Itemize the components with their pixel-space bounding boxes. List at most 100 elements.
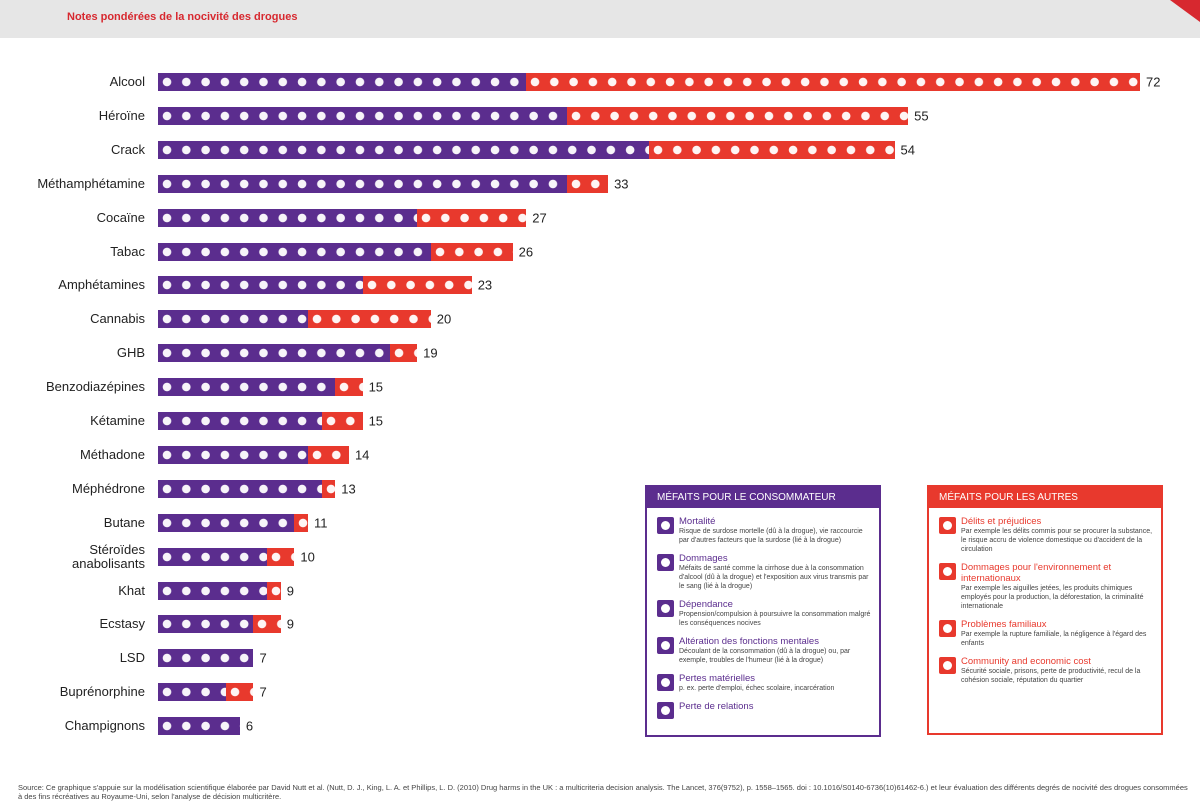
row-label: Alcool xyxy=(109,74,145,89)
row-label: Méthamphétamine xyxy=(37,175,145,191)
bar-segment xyxy=(267,547,295,566)
legend-item: Dommages pour l'environnement et interna… xyxy=(929,562,1153,611)
total-label: 55 xyxy=(914,108,929,124)
legend-item-name: Perte de relations xyxy=(679,701,754,712)
bar-segment xyxy=(226,683,254,702)
total-label: 72 xyxy=(1146,74,1161,90)
legend-icon xyxy=(939,563,956,580)
bar-segment xyxy=(158,479,322,498)
bar-segment xyxy=(308,310,431,329)
total-label: 14 xyxy=(354,447,370,463)
legend-icon xyxy=(939,517,956,534)
legend-icon xyxy=(657,600,674,617)
legend-item-name: Mortalité xyxy=(679,516,716,527)
bar-segment xyxy=(158,344,390,363)
row-label: Stéroïdes anabolisants xyxy=(72,541,145,571)
bar-segment xyxy=(567,106,909,125)
legend-item-name: Altération des fonctions mentales xyxy=(679,636,819,647)
bar-segment xyxy=(158,615,254,634)
row-label: Khat xyxy=(118,582,145,598)
bar-segment xyxy=(158,242,431,261)
total-label: 9 xyxy=(286,583,294,598)
row-label: Héroïne xyxy=(98,107,145,123)
bar-segment xyxy=(649,140,895,159)
bar-segment xyxy=(294,513,308,532)
total-label: 9 xyxy=(286,616,294,632)
legend-others: MÉFAITS POUR LES AUTRES Délits et préjud… xyxy=(927,485,1163,735)
bar-segment xyxy=(335,378,363,397)
legend-item-name: Problèmes familiaux xyxy=(961,619,1047,630)
row-label: Tabac xyxy=(110,243,145,259)
bar-segment xyxy=(253,615,281,634)
total-label: 54 xyxy=(900,142,915,158)
source-note: Source: Ce graphique s'appuie sur la mod… xyxy=(18,783,1188,801)
bar-segment xyxy=(308,445,349,464)
bar-segment xyxy=(158,649,254,668)
legend-item: Dommages Méfaits de santé comme la cirrho… xyxy=(647,553,871,591)
bar-segment xyxy=(321,412,363,430)
bar-segment xyxy=(389,344,418,363)
row-label: Cannabis xyxy=(90,311,145,327)
legend-item: Mortalité Risque de surdose mortelle (dû … xyxy=(647,516,871,545)
bar-segment xyxy=(362,276,472,295)
total-label: 13 xyxy=(341,481,356,497)
bar-segment xyxy=(158,683,227,702)
total-label: 27 xyxy=(532,210,547,226)
bar-segment xyxy=(158,445,309,464)
total-label: 11 xyxy=(314,515,328,531)
legend-item-desc: Par exemple les délits commis pour se pr… xyxy=(961,528,1153,553)
total-label: 26 xyxy=(518,244,534,259)
row-label: Kétamine xyxy=(90,413,145,428)
legend-item: Altération des fonctions mentales Découla… xyxy=(647,636,871,665)
legend-user: MÉFAITS POUR LE CONSOMMATEUR Mortalité Ri… xyxy=(645,485,881,737)
bar-segment xyxy=(158,174,568,193)
total-label: 7 xyxy=(259,684,267,700)
legend-item-name: Pertes matérielles xyxy=(679,673,756,684)
legend-icon xyxy=(657,702,674,719)
legend-item-desc: p. ex. perte d'emploi, échec scolaire, i… xyxy=(679,685,835,692)
row-label: Butane xyxy=(103,514,145,530)
legend-item-desc: Sécurité sociale, prisons, perte de prod… xyxy=(961,668,1141,684)
row-label: Méthadone xyxy=(79,446,145,462)
chart-title: Notes pondérées de la nocivité des drogu… xyxy=(67,11,298,23)
legend-icon xyxy=(657,637,674,654)
legend-icon xyxy=(657,674,674,691)
row-label: GHB xyxy=(116,345,145,361)
row-label: Champignons xyxy=(64,718,145,734)
total-label: 15 xyxy=(368,413,384,429)
legend-title: MÉFAITS POUR LE CONSOMMATEUR xyxy=(647,487,879,508)
bar-segment xyxy=(158,208,418,227)
legend-icon xyxy=(657,554,674,571)
bar-segment xyxy=(526,73,1140,91)
legend-icon xyxy=(939,620,956,637)
row-label: Amphétamines xyxy=(58,277,145,293)
header-bar xyxy=(0,0,1200,38)
total-label: 23 xyxy=(477,277,493,293)
legend-item-desc: Découlant de la consommation (dû à la dr… xyxy=(679,648,851,664)
legend-item: Perte de relations xyxy=(647,701,871,719)
bar-segment xyxy=(430,242,513,261)
row-label: Benzodiazépines xyxy=(45,379,145,395)
bar-segment xyxy=(267,581,281,600)
legend-item: Dépendance Propension/compulsion à poursu… xyxy=(647,599,871,628)
bar-segment xyxy=(158,717,240,736)
bar-segment xyxy=(158,73,527,91)
row-label: LSD xyxy=(119,650,145,666)
legend-item-name: Dommages xyxy=(679,553,728,564)
row-label: Méphédrone xyxy=(72,480,145,496)
legend-icon xyxy=(657,517,674,534)
row-label: Crack xyxy=(111,141,145,157)
bar-segment xyxy=(321,479,336,498)
bar-segment xyxy=(567,174,609,193)
legend-item: Délits et préjudices Par exemple les déli… xyxy=(929,516,1153,554)
legend-title: MÉFAITS POUR LES AUTRES xyxy=(929,487,1161,508)
legend-item-desc: Par exemple la rupture familiale, la nég… xyxy=(961,631,1147,647)
bar-segment xyxy=(158,378,336,397)
total-label: 19 xyxy=(423,345,438,361)
total-label: 10 xyxy=(300,549,315,565)
total-label: 33 xyxy=(614,176,629,192)
bar-segment xyxy=(417,208,527,227)
total-label: 20 xyxy=(436,311,452,327)
